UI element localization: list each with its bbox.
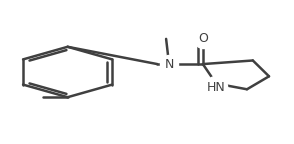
Text: O: O — [198, 32, 208, 45]
Text: N: N — [164, 58, 174, 71]
Text: HN: HN — [207, 81, 225, 94]
